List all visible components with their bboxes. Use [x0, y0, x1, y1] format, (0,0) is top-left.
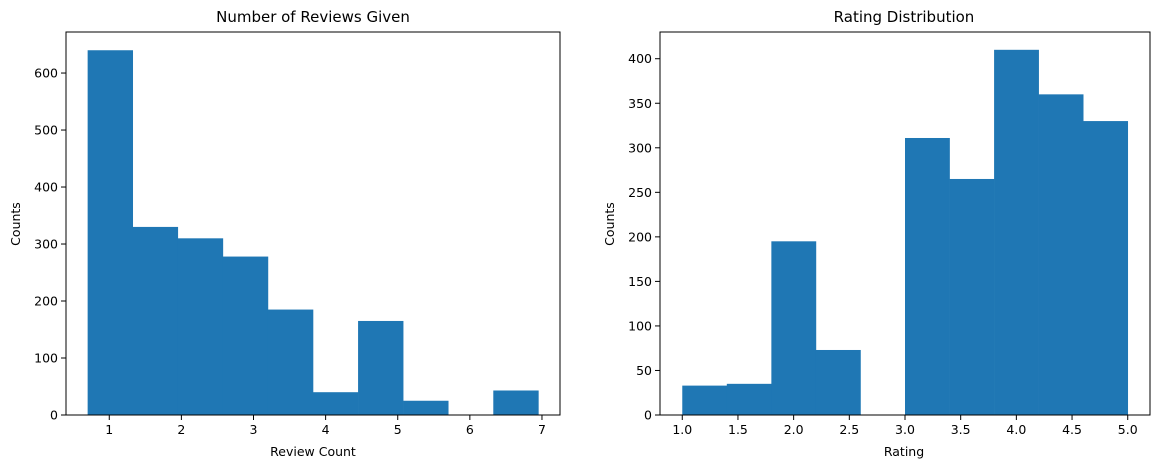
- histogram-bar: [403, 400, 449, 415]
- reviews-histogram-panel: Number of Reviews Given Review Count Cou…: [8, 8, 561, 459]
- histogram-bar: [726, 383, 772, 415]
- histogram-bar: [87, 50, 134, 416]
- x-tick-label: 4.5: [1062, 422, 1082, 437]
- y-tick-label: 100: [628, 318, 652, 333]
- histogram-bar: [771, 241, 817, 415]
- y-tick-label: 300: [628, 140, 652, 155]
- x-tick-label: 1: [105, 422, 113, 437]
- bars-group: [87, 50, 539, 416]
- x-axis-label: Rating: [884, 444, 924, 459]
- y-tick-label: 200: [628, 229, 652, 244]
- x-tick-label: 3.0: [895, 422, 915, 437]
- y-tick-label: 500: [34, 123, 58, 138]
- x-ticks-group: 1 2 3 4 5 6 7: [105, 415, 546, 437]
- chart-title: Rating Distribution: [834, 8, 975, 26]
- histogram-bar: [267, 309, 314, 415]
- axes-frame: [65, 31, 561, 416]
- x-tick-label: 7: [538, 422, 546, 437]
- x-tick-label: 3: [250, 422, 258, 437]
- x-tick-label: 4.0: [1006, 422, 1026, 437]
- y-tick-label: 200: [34, 294, 58, 309]
- y-tick-label: 600: [34, 66, 58, 81]
- histogram-bar: [949, 178, 995, 415]
- x-tick-label: 1.5: [728, 422, 748, 437]
- x-tick-label: 6: [466, 422, 474, 437]
- histogram-bar: [994, 49, 1039, 416]
- y-tick-label: 250: [628, 185, 652, 200]
- chart-title: Number of Reviews Given: [216, 8, 410, 26]
- x-tick-label: 5.0: [1118, 422, 1138, 437]
- y-axis-label: Counts: [8, 202, 23, 246]
- y-tick-label: 0: [50, 408, 58, 423]
- x-tick-label: 5: [394, 422, 402, 437]
- y-tick-label: 100: [34, 351, 58, 366]
- histogram-bar: [313, 392, 359, 415]
- y-tick-label: 150: [628, 274, 652, 289]
- x-tick-label: 4: [322, 422, 330, 437]
- histogram-bar: [493, 390, 539, 415]
- histogram-bar: [1083, 121, 1129, 415]
- x-tick-label: 2.5: [839, 422, 859, 437]
- histogram-bar: [1038, 94, 1084, 415]
- y-tick-label: 350: [628, 96, 652, 111]
- y-tick-label: 0: [644, 408, 652, 423]
- histogram-bar: [177, 238, 224, 415]
- x-tick-label: 2.0: [784, 422, 804, 437]
- y-ticks-group: 0 100 200 300 400 500 600: [34, 66, 66, 423]
- axes-frame: [659, 31, 1151, 416]
- histogram-bar: [132, 226, 179, 415]
- rating-histogram-panel: Rating Distribution Rating Counts 1.0 1.5…: [602, 8, 1151, 459]
- histogram-bar: [358, 320, 404, 415]
- y-ticks-group: 0 50 100 150 200 250 300 350 400: [628, 51, 660, 423]
- x-tick-label: 2: [177, 422, 185, 437]
- x-tick-label: 3.5: [951, 422, 971, 437]
- x-ticks-group: 1.0 1.5 2.0 2.5 3.0 3.5 4.0 4.5 5.0: [672, 415, 1138, 437]
- histogram-bar: [222, 256, 269, 415]
- histogram-bar: [682, 385, 728, 415]
- histogram-bar: [905, 137, 950, 416]
- y-tick-label: 300: [34, 237, 58, 252]
- x-axis-label: Review Count: [270, 444, 356, 459]
- y-axis-label: Counts: [602, 202, 617, 246]
- y-tick-label: 400: [628, 51, 652, 66]
- y-tick-label: 400: [34, 180, 58, 195]
- histogram-bar: [815, 349, 861, 415]
- x-tick-label: 1.0: [672, 422, 692, 437]
- y-tick-label: 50: [636, 363, 652, 378]
- bars-group: [682, 49, 1129, 416]
